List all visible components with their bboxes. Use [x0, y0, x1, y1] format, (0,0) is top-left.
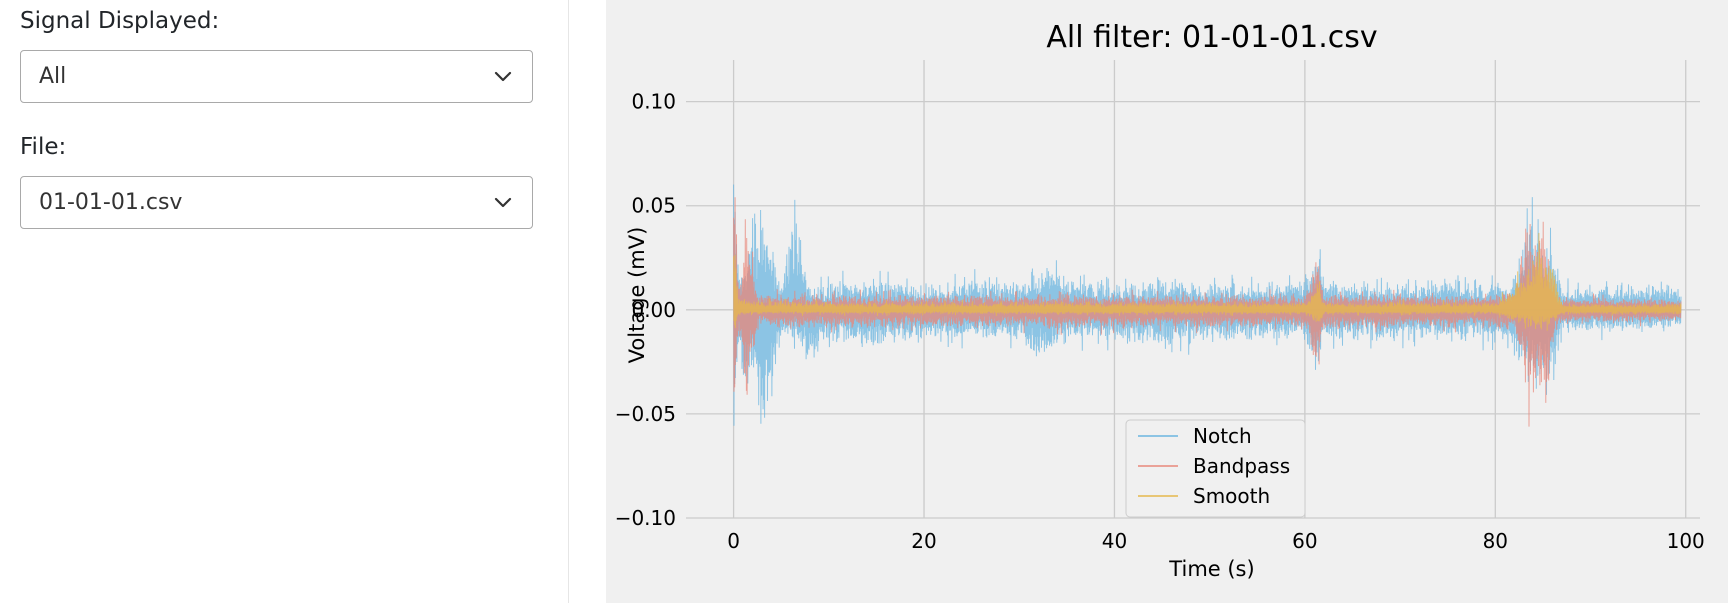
x-tick-label: 0 — [727, 529, 740, 553]
chevron-down-icon — [494, 197, 512, 208]
plot-panel: All filter: 01-01-01.csv 0 20 40 60 80 100 −0.… — [606, 0, 1728, 603]
x-tick-label: 40 — [1102, 529, 1127, 553]
chevron-down-icon — [494, 71, 512, 82]
legend: Notch Bandpass Smooth — [1125, 419, 1306, 518]
signal-displayed-label: Signal Displayed: — [20, 8, 220, 34]
series-layer — [733, 184, 1682, 427]
file-value: 01-01-01.csv — [39, 190, 183, 215]
x-tick-label: 60 — [1292, 529, 1317, 553]
series-bandpass-line — [733, 197, 1682, 427]
signal-displayed-value: All — [39, 64, 67, 89]
x-tick-label: 20 — [911, 529, 936, 553]
ticks: 0 20 40 60 80 100 −0.10 −0.05 0.00 0.05 0.10 — [615, 90, 1705, 553]
y-tick-label: −0.10 — [615, 506, 676, 530]
x-axis-label: Time (s) — [1168, 557, 1254, 581]
y-tick-label: 0.00 — [631, 298, 676, 322]
chart-title: All filter: 01-01-01.csv — [1046, 20, 1377, 55]
signal-chart: All filter: 01-01-01.csv 0 20 40 60 80 100 −0.… — [615, 20, 1705, 581]
file-select[interactable]: 01-01-01.csv — [20, 176, 533, 229]
x-tick-label: 100 — [1667, 529, 1705, 553]
sidebar: Signal Displayed: All File: 01-01-01.csv — [0, 0, 569, 603]
legend-label-smooth: Smooth — [1193, 484, 1270, 508]
y-axis-label: Voltage (mV) — [625, 227, 649, 364]
legend-box — [1125, 419, 1306, 518]
series-smooth-line — [733, 232, 1682, 331]
signal-displayed-select[interactable]: All — [20, 50, 533, 103]
x-tick-label: 80 — [1483, 529, 1508, 553]
y-tick-label: −0.05 — [615, 402, 676, 426]
y-tick-label: 0.10 — [631, 90, 676, 114]
legend-label-bandpass: Bandpass — [1193, 454, 1290, 478]
legend-label-notch: Notch — [1193, 424, 1252, 448]
file-label: File: — [20, 134, 67, 160]
y-tick-label: 0.05 — [631, 194, 676, 218]
